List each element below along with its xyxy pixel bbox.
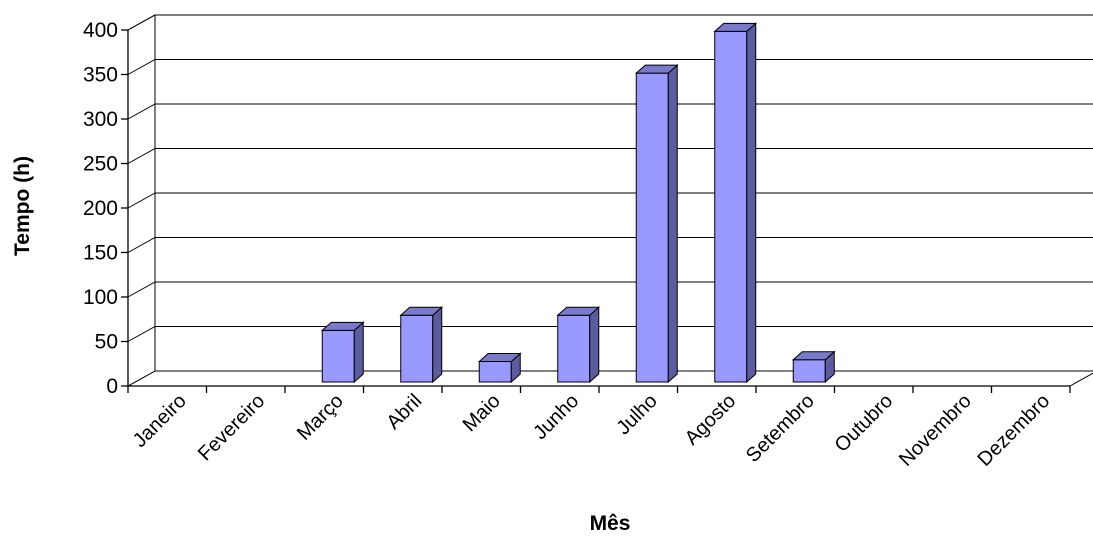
bar: [557, 314, 591, 383]
x-tick-label: Junho: [529, 390, 583, 444]
x-tick-label: Abril: [382, 390, 426, 434]
gridlines: [127, 14, 1093, 342]
y-tick-label: 250: [83, 153, 118, 176]
gridline: [127, 103, 1093, 120]
bar: [321, 329, 355, 383]
bar-top: [399, 306, 444, 316]
x-tick-label: Dezembro: [973, 390, 1054, 471]
y-tick-label: 0: [106, 375, 118, 398]
bar: [792, 359, 826, 383]
x-axis-title: Mês: [590, 512, 631, 535]
bar-side: [667, 64, 678, 384]
gridline: [127, 148, 1093, 164]
y-tick-label: 50: [95, 331, 118, 354]
x-tick-labels: Janeiro Fevereiro Março Abril Maio Junho Julho…: [129, 390, 1054, 471]
bar-top: [634, 64, 679, 74]
gridline: [127, 192, 1093, 209]
x-tick-label: Agosto: [681, 390, 741, 450]
y-tick-label: 100: [83, 286, 118, 309]
x-tick-label: Setembro: [742, 390, 819, 467]
axes: [121, 29, 1071, 393]
bar-top: [320, 321, 365, 331]
bar: [478, 361, 512, 383]
y-tick-label: 350: [83, 64, 118, 87]
gridline: [127, 59, 1093, 75]
x-tick-label: Julho: [612, 390, 661, 439]
floor: [126, 370, 1093, 387]
bar-top: [556, 306, 601, 316]
bar: [400, 314, 434, 383]
bar-top: [477, 353, 522, 363]
chart-walls: [126, 14, 1093, 387]
x-tick-label: Novembro: [895, 390, 976, 471]
bar-side: [589, 306, 600, 384]
bar-top: [791, 351, 836, 361]
y-tick-label: 150: [83, 242, 118, 265]
y-tick-label: 300: [83, 108, 118, 131]
bar-side: [432, 306, 443, 384]
x-tick-label: Outubro: [831, 390, 898, 457]
bar-top: [713, 22, 758, 32]
y-tick-labels: 0 50 100 150 200 250 300 350 400: [83, 19, 118, 398]
x-tick-label: Fevereiro: [194, 390, 269, 465]
gridline: [127, 326, 1093, 342]
bar-side: [353, 321, 364, 384]
y-tick-label: 400: [83, 19, 118, 42]
x-tick-label: Maio: [459, 390, 505, 436]
bar: [714, 30, 748, 383]
gridline: [127, 281, 1093, 298]
gridline: [127, 14, 1093, 31]
bars: [320, 22, 836, 384]
gridline: [127, 237, 1093, 253]
y-axis-title: Tempo (h): [11, 156, 34, 256]
bar-side: [746, 22, 757, 384]
y-tick-label: 200: [83, 197, 118, 220]
bar: [635, 72, 669, 383]
x-tick-label: Março: [293, 390, 348, 445]
x-tick-label: Janeiro: [129, 390, 191, 452]
